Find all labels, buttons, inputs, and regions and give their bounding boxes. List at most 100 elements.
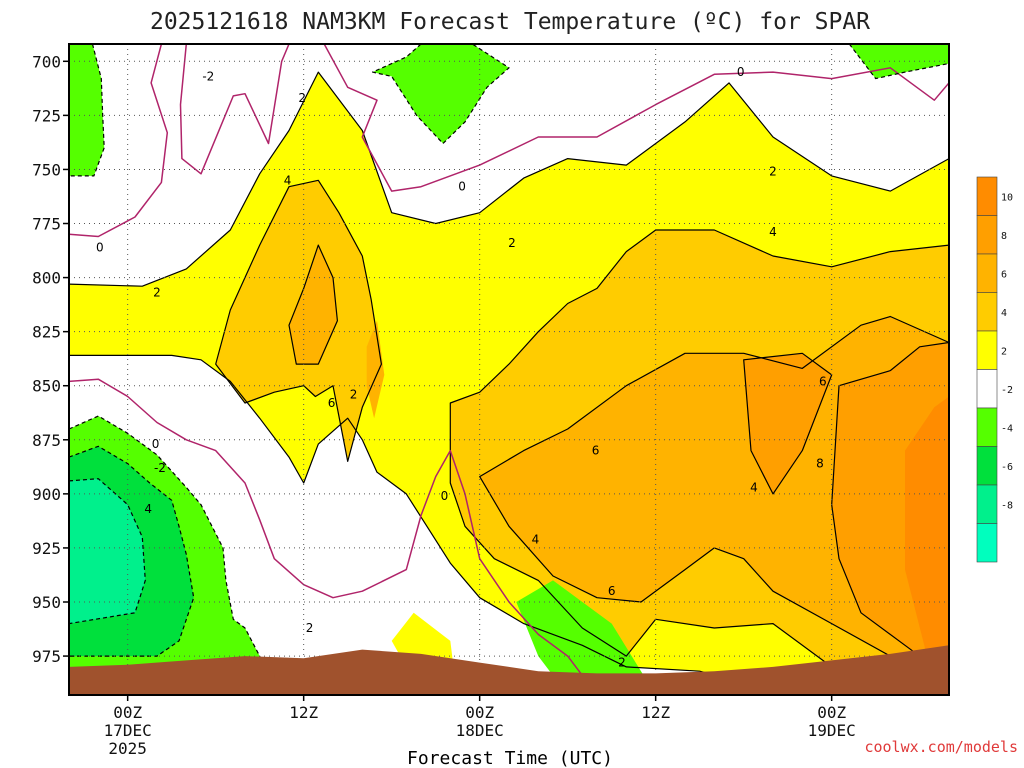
contour-label: 6 [328, 396, 336, 410]
region-orange-6-left [289, 245, 338, 365]
contour-2-main [69, 71, 949, 287]
terrain-ground [69, 645, 949, 695]
contour-label: 6 [819, 374, 827, 388]
x-tick-label: 12Z [289, 703, 318, 722]
contour-label: 0 [441, 489, 449, 503]
y-tick-label: 900 [32, 485, 61, 504]
region-green-minus2-top-left [69, 44, 105, 176]
y-tick-label: 850 [32, 377, 61, 396]
y-tick-label: 875 [32, 431, 61, 450]
region-green-bottom-center [516, 580, 656, 695]
x-tick-label: 00Z [465, 703, 494, 722]
contour-minus2-bottom [69, 415, 268, 695]
y-tick-label: 975 [32, 647, 61, 666]
contour-label: 4 [144, 502, 152, 516]
y-tick-label: 725 [32, 106, 61, 125]
y-tick-label: 800 [32, 269, 61, 288]
colorbar-swatch [976, 176, 998, 216]
colorbar-label: 2 [1001, 346, 1007, 357]
contour-6-left [288, 244, 338, 365]
contour-2-lower [69, 354, 788, 695]
x-tick-label: 19DEC [808, 721, 856, 740]
colorbar-swatch [976, 292, 998, 332]
contour-0-lower [69, 378, 598, 695]
contour-label: 0 [737, 65, 745, 79]
contour-0-top [179, 44, 290, 175]
region-orange-6-small [366, 320, 385, 419]
contour-minus4 [69, 445, 195, 657]
y-tick-label: 825 [32, 323, 61, 342]
colorbar-swatch [976, 330, 998, 370]
region-green-minus2-top-center [372, 44, 509, 144]
region-orange-10 [905, 396, 949, 667]
contour-label: 6 [608, 584, 616, 598]
contour-label: 4 [750, 480, 758, 494]
contour-label: 0 [152, 437, 160, 451]
contour-lines [69, 44, 949, 695]
contour-label: 8 [816, 457, 824, 471]
y-tick-label: 775 [32, 215, 61, 234]
contour-label: 2 [298, 91, 306, 105]
colorbar-label: 6 [1001, 269, 1007, 280]
contour-label: 2 [769, 165, 777, 179]
colorbar-label: 4 [1001, 308, 1007, 319]
y-tick-label: 950 [32, 593, 61, 612]
contour-label: 2 [618, 656, 626, 670]
colorbar-swatch [976, 446, 998, 486]
contour-4-left [215, 179, 382, 462]
colorbar-label: 10 [1001, 192, 1013, 203]
contour-label: 4 [532, 532, 540, 546]
region-orange-6-right [479, 316, 949, 695]
colorbar-label: -4 [1001, 423, 1013, 434]
watermark: coolwx.com/models [864, 738, 1018, 756]
x-tick-label: 2025 [108, 739, 147, 758]
colorbar-swatch [976, 369, 998, 409]
contour-6-right [479, 315, 949, 695]
contour-minus2-right [848, 44, 949, 80]
colorbar-swatch [976, 484, 998, 524]
contour-minus2-left [69, 44, 105, 177]
contour-0-left [69, 44, 169, 238]
x-tick-label: 00Z [113, 703, 142, 722]
ground-polygon [69, 645, 949, 695]
colorbar-label: 8 [1001, 231, 1007, 242]
colorbar-legend: 10 8 6 4 2 -2 -4 -6 -8 [976, 176, 1013, 563]
x-axis-label: Forecast Time (UTC) [407, 748, 613, 768]
contour-label: 0 [458, 180, 466, 194]
contour-label: 0 [96, 240, 104, 254]
contour-label: 4 [284, 173, 292, 187]
contour-label: 2 [350, 387, 358, 401]
region-green-minus6 [69, 478, 146, 624]
x-tick-label: 18DEC [456, 721, 504, 740]
contour-label: 6 [592, 444, 600, 458]
colorbar-label: -8 [1001, 500, 1013, 511]
colorbar-label: -6 [1001, 462, 1013, 473]
colorbar-swatch [976, 407, 998, 447]
y-tick-label: 925 [32, 539, 61, 558]
chart-title: 2025121618 NAM3KM Forecast Temperature (… [150, 9, 870, 35]
contour-label: -2 [202, 69, 214, 83]
region-orange-8-a [743, 353, 832, 494]
contour-8-a [743, 352, 833, 495]
x-tick-label: 00Z [817, 703, 846, 722]
contour-label: 2 [306, 621, 314, 635]
contour-label: -2 [154, 461, 166, 475]
grid-lines [69, 44, 949, 695]
y-axis: 700 725 750 775 800 825 850 875 900 925 950 975 [32, 52, 69, 666]
colorbar-swatch [976, 253, 998, 293]
colorbar-swatch [976, 523, 998, 563]
x-tick-label: 12Z [641, 703, 670, 722]
x-tick-label: 17DEC [104, 721, 152, 740]
colorbar-swatch [976, 215, 998, 255]
contour-label: 4 [769, 225, 777, 239]
y-tick-label: 750 [32, 160, 61, 179]
contour-minus6 [69, 478, 146, 625]
temperature-fills [69, 44, 949, 695]
contour-label: 2 [153, 286, 161, 300]
colorbar-label: -2 [1001, 385, 1013, 396]
contour-label: 2 [508, 236, 516, 250]
plot-frame [68, 43, 950, 696]
